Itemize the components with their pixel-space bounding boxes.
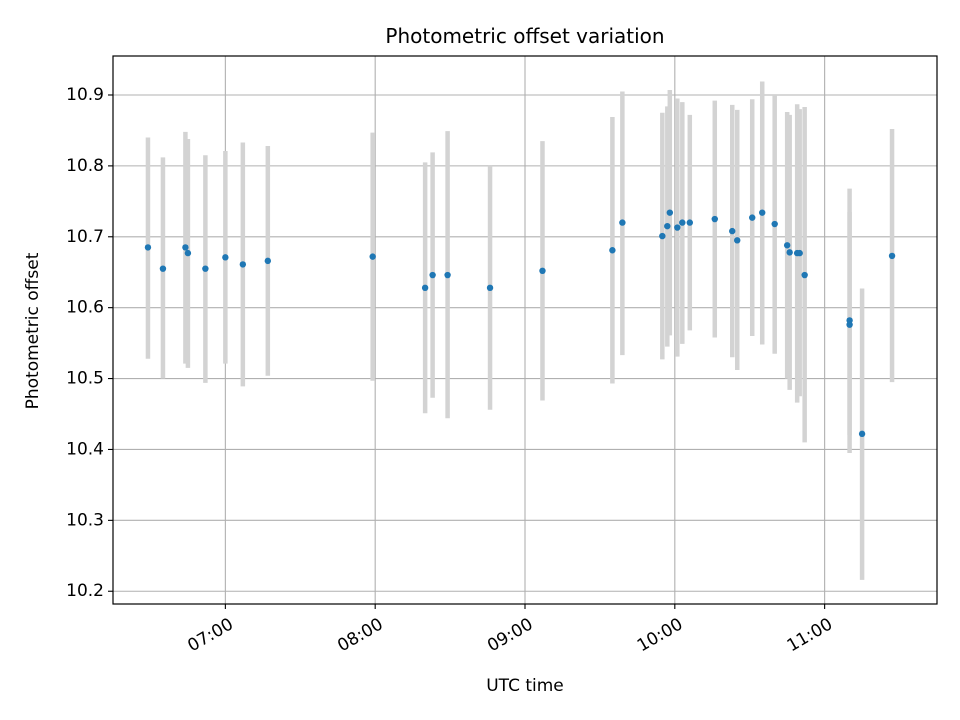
- data-point: [421, 284, 429, 292]
- data-points: [144, 209, 896, 438]
- x-axis-title: UTC time: [486, 676, 564, 696]
- data-point: [759, 209, 766, 216]
- data-point: [184, 249, 192, 257]
- data-point: [679, 219, 686, 226]
- data-point: [369, 253, 376, 260]
- y-tick-label: 10.8: [66, 156, 104, 176]
- data-point: [734, 237, 741, 244]
- data-point: [858, 430, 866, 438]
- y-tick-label: 10.5: [66, 369, 104, 389]
- data-point: [539, 267, 546, 275]
- data-point: [786, 249, 793, 256]
- data-point: [264, 257, 272, 265]
- data-point: [771, 220, 778, 228]
- data-point: [666, 209, 674, 216]
- data-point: [222, 254, 229, 261]
- data-point: [686, 219, 693, 226]
- y-tick-label: 10.7: [66, 227, 104, 247]
- data-point: [429, 271, 436, 279]
- data-point: [619, 219, 626, 226]
- data-point: [486, 284, 494, 292]
- data-point: [444, 271, 451, 279]
- y-axis-ticks: 10.2 10.3 10.4 10.5 10.6 10.7 10.8 10.9: [66, 85, 113, 601]
- data-point: [239, 261, 247, 268]
- data-point: [749, 214, 756, 221]
- data-point: [159, 265, 167, 272]
- data-point: [729, 227, 736, 235]
- data-point: [801, 271, 808, 279]
- data-point: [796, 249, 803, 257]
- y-tick-label: 10.6: [66, 298, 104, 318]
- data-point: [202, 265, 209, 272]
- data-point: [609, 247, 616, 254]
- data-point: [144, 244, 152, 251]
- chart-title: Photometric offset variation: [385, 24, 664, 48]
- y-tick-label: 10.3: [66, 510, 104, 530]
- data-point: [182, 244, 189, 251]
- y-tick-label: 10.2: [66, 581, 104, 601]
- data-point: [711, 215, 718, 223]
- data-point: [674, 224, 681, 231]
- y-tick-label: 10.4: [66, 439, 104, 459]
- data-point: [783, 242, 791, 249]
- data-point: [659, 232, 666, 240]
- data-point: [664, 222, 671, 230]
- data-point: [846, 321, 853, 328]
- y-axis-title: Photometric offset: [23, 252, 43, 409]
- data-point: [888, 252, 896, 260]
- y-tick-label: 10.9: [66, 85, 104, 105]
